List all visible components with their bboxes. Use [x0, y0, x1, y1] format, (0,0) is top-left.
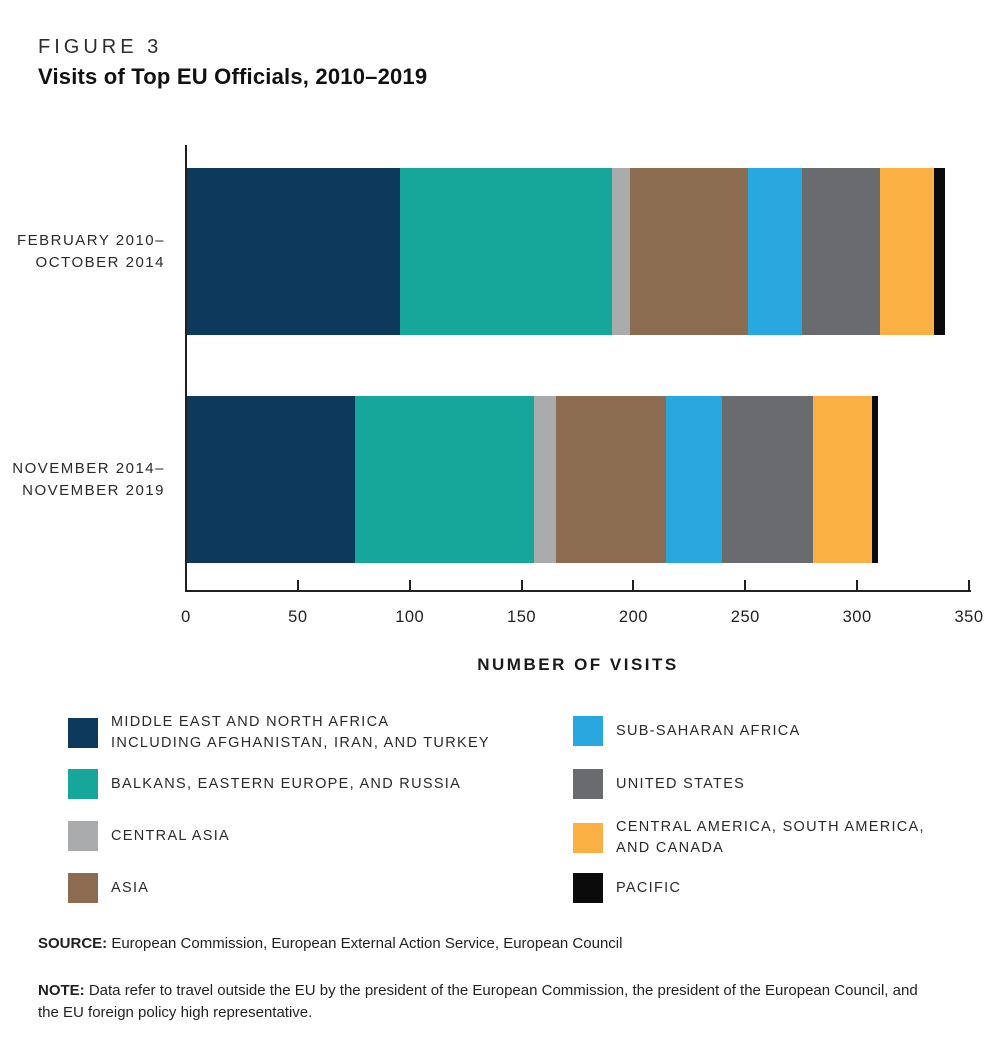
- x-axis-line: [185, 590, 971, 592]
- source-text: European Commission, European External A…: [107, 935, 623, 952]
- tick-label-100: 100: [395, 608, 425, 626]
- segment-balkans-eastern-europe-and-russia: [354, 396, 534, 563]
- legend-label: UNITED STATES: [616, 775, 746, 792]
- segment-asia: [629, 168, 749, 335]
- segment-central-asia: [533, 396, 557, 563]
- legend-swatch-central-america-south-america: [573, 823, 603, 853]
- legend-item-middle-east-and-north-africa: MIDDLE EAST AND NORTH AFRICA INCLUDING A…: [68, 712, 490, 754]
- stacked-bar-chart: FEBRUARY 2010– OCTOBER 2014 NOVEMBER 2014…: [12, 145, 984, 674]
- segment-central-asia: [612, 168, 630, 335]
- segment-asia: [556, 396, 666, 563]
- tick-label-300: 300: [842, 608, 872, 626]
- tick-mark-50: [296, 580, 299, 591]
- tick-mark-300: [856, 580, 859, 591]
- segment-united-states: [721, 396, 814, 563]
- legend-label: CENTRAL ASIA: [111, 827, 231, 844]
- legend-swatch-united-states: [573, 769, 603, 799]
- legend-label: PACIFIC: [616, 879, 682, 896]
- segment-sub-saharan-africa: [665, 396, 722, 563]
- legend-swatch-central-asia: [68, 821, 98, 851]
- legend-swatch-pacific: [573, 873, 603, 903]
- segment-pacific: [871, 396, 879, 563]
- category-label-november-2014: NOVEMBER 2014– NOVEMBER 2019: [12, 459, 165, 499]
- tick-label-150: 150: [507, 608, 537, 626]
- legend-swatch-middle-east-and-north-africa: [68, 718, 98, 748]
- note-text: Data refer to travel outside the EU by t…: [38, 982, 918, 1021]
- segment-middle-east-and-north-africa-including-afghanist: [187, 396, 355, 563]
- legend-item-balkans-eastern-europe-and-russia: BALKANS, EASTERN EUROPE, AND RUSSIA: [68, 769, 461, 799]
- tick-label-0: 0: [181, 608, 191, 626]
- segment-sub-saharan-africa: [748, 168, 803, 335]
- tick-label-250: 250: [730, 608, 760, 626]
- bar-february-2010: [187, 168, 946, 335]
- segment-pacific: [934, 168, 946, 335]
- tick-mark-250: [744, 580, 747, 591]
- tick-mark-150: [520, 580, 523, 591]
- legend-swatch-balkans-eastern-europe-and-russia: [68, 769, 98, 799]
- tick-mark-100: [408, 580, 411, 591]
- tick-label-50: 50: [288, 608, 308, 626]
- tick-mark-350: [968, 580, 970, 591]
- y-axis-line: [185, 145, 187, 592]
- segment-balkans-eastern-europe-and-russia: [399, 168, 612, 335]
- figure-label: FIGURE 3: [38, 36, 163, 58]
- segment-central-america-south-america-and-canada: [813, 396, 872, 563]
- page-title: Visits of Top EU Officials, 2010–2019: [38, 64, 428, 89]
- source-note: SOURCE: European Commission, European Ex…: [38, 933, 958, 955]
- segment-middle-east-and-north-africa-including-afghanist: [187, 168, 400, 335]
- legend-label: CENTRAL AMERICA, SOUTH AMERICA, AND CANA…: [616, 819, 925, 856]
- note-label: NOTE:: [38, 982, 85, 999]
- legend-item-central-asia: CENTRAL ASIA: [68, 821, 230, 851]
- legend-label: MIDDLE EAST AND NORTH AFRICA INCLUDING A…: [111, 714, 490, 751]
- legend-item-sub-saharan-africa: SUB-SAHARAN AFRICA: [573, 716, 801, 746]
- tick-label-350: 350: [954, 608, 984, 626]
- legend-item-central-america-south-america: CENTRAL AMERICA, SOUTH AMERICA, AND CANA…: [573, 817, 925, 859]
- legend-item-asia: ASIA: [68, 873, 149, 903]
- footnote: NOTE: Data refer to travel outside the E…: [38, 980, 918, 1024]
- legend-label: BALKANS, EASTERN EUROPE, AND RUSSIA: [111, 775, 462, 792]
- x-axis-title: NUMBER OF VISITS: [477, 655, 679, 674]
- legend-swatch-asia: [68, 873, 98, 903]
- legend-item-united-states: UNITED STATES: [573, 769, 745, 799]
- tick-mark-200: [632, 580, 635, 591]
- tick-label-200: 200: [618, 608, 648, 626]
- legend-swatch-sub-saharan-africa: [573, 716, 603, 746]
- source-label: SOURCE:: [38, 935, 108, 952]
- category-label-february-2010: FEBRUARY 2010– OCTOBER 2014: [16, 231, 165, 271]
- legend-item-pacific: PACIFIC: [573, 873, 681, 903]
- segment-united-states: [802, 168, 881, 335]
- bar-november-2014: [187, 396, 879, 563]
- segment-central-america-south-america-and-canada: [880, 168, 935, 335]
- legend-label: ASIA: [111, 879, 150, 896]
- legend-label: SUB-SAHARAN AFRICA: [616, 722, 801, 739]
